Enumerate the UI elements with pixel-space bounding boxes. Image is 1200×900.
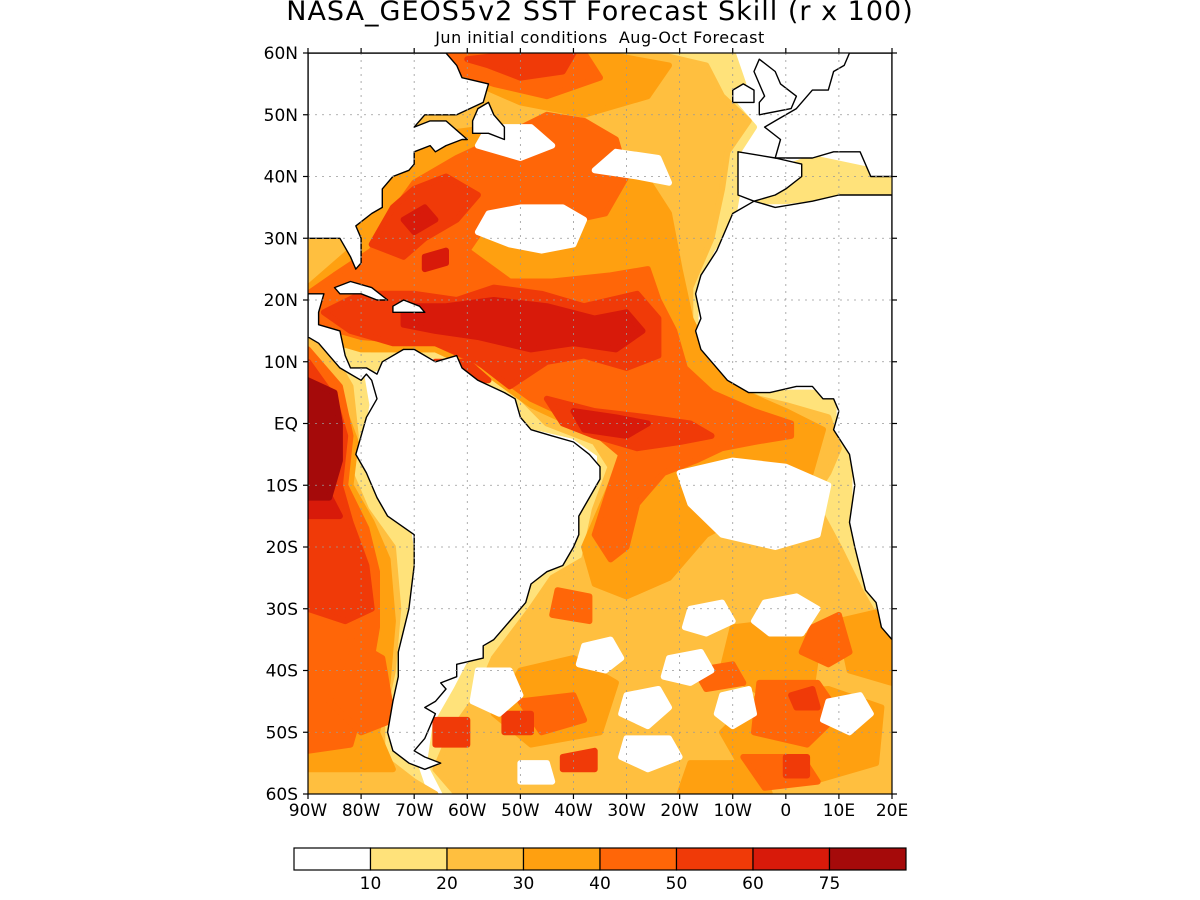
lat-tick-label: 60S [266,785,298,805]
skill-region-level-4 [326,636,396,736]
colorbar-label: 40 [589,874,611,894]
lat-tick-label: 30S [266,600,298,620]
chart-title: NASA_GEOS5v2 SST Forecast Skill (r x 100… [286,0,914,27]
skill-region-level-5 [559,747,598,773]
colorbar-label: 75 [819,874,841,894]
land-africa [694,194,892,641]
land-hispaniola [392,299,426,313]
colorbar-swatch [599,847,678,871]
skill-region-level-5 [501,710,534,736]
lon-tick-label: 20E [876,801,908,821]
lat-tick-label: 40S [266,662,298,682]
land-ireland [732,83,755,104]
skill-region-level-0 [618,735,683,773]
lon-tick-label: 40W [554,801,593,821]
skill-region-level-0 [517,760,556,785]
skill-region-level-0 [681,599,736,637]
colorbar-legend: 10 20 30 40 50 60 75 [293,847,907,894]
colorbar-label: 50 [666,874,688,894]
lon-tick-label: 20W [660,801,699,821]
lat-tick-label: 60N [264,44,298,64]
land-great-britain [753,58,798,116]
skill-region-level-6 [400,204,439,236]
lon-tick-label: 80W [342,801,381,821]
colorbar-swatch [675,847,754,871]
latitude-axis: 60N 50N 40N 30N 20N 10N EQ 10S 20S 30S 40S 50S 60S [264,44,897,805]
lon-tick-label: 50W [501,801,540,821]
land-iberia [737,151,803,202]
colorbar-label: 10 [360,874,382,894]
land-central-and-south-america [308,293,601,770]
skill-region-level-0 [676,457,832,550]
land-newfoundland [471,101,506,141]
skill-region-level-4 [517,692,588,736]
gridlines [308,53,892,794]
skill-region-level-0 [474,204,588,254]
skill-region-level-7 [308,377,343,501]
lat-tick-label: EQ [274,415,298,435]
colorbar-swatch [522,847,601,871]
skill-region-level-0 [713,686,757,730]
skill-region-level-0 [618,686,672,730]
skill-region-level-5 [464,53,577,81]
lat-tick-label: 20N [264,291,298,311]
colorbar-swatch [369,847,448,871]
skill-region-level-5 [432,716,471,748]
chart-subtitle: Jun initial conditions Aug-Oct Forecast [435,28,765,47]
lon-tick-label: 0 [780,801,791,821]
lat-tick-label: 10N [264,353,298,373]
skill-region-level-4 [549,587,593,625]
lon-tick-label: 70W [395,801,434,821]
lon-tick-label: 10W [714,801,753,821]
lon-tick-label: 10E [823,801,855,821]
lon-tick-label: 30W [607,801,646,821]
lat-tick-label: 30N [264,229,298,249]
skill-region-level-0 [591,148,672,186]
skill-region-level-6 [421,247,449,273]
skill-region-level-0 [575,636,625,674]
skill-region-level-0 [820,692,874,736]
colorbar-swatch [446,847,525,871]
skill-region-level-5 [788,686,821,711]
land-cuba [333,280,389,301]
skill-region-level-6 [400,297,646,353]
lat-tick-label: 40N [264,168,298,188]
colorbar-label: 30 [513,874,535,894]
skill-region-level-3 [676,760,773,794]
lon-tick-label: 60W [448,801,487,821]
colorbar-swatch [828,847,907,871]
land-north-america [308,53,490,270]
lat-tick-label: 20S [266,538,298,558]
lat-tick-label: 50S [266,723,298,743]
land-europe [763,53,892,178]
colorbar-swatch [293,847,372,871]
skill-region-level-4 [798,611,853,668]
colorbar-label: 60 [742,874,764,894]
colorbar-swatch [752,847,831,871]
lat-tick-label: 50N [264,106,298,126]
skill-region-level-5 [782,754,811,779]
colorbar-label: 20 [436,874,458,894]
longitude-axis: 90W 80W 70W 60W 50W 40W 30W 20W 10W 0 10E 20E [289,48,908,821]
lon-tick-label: 90W [289,801,328,821]
lat-tick-label: 10S [266,476,298,496]
land-masses [308,53,892,770]
skill-region-level-0 [660,649,715,686]
